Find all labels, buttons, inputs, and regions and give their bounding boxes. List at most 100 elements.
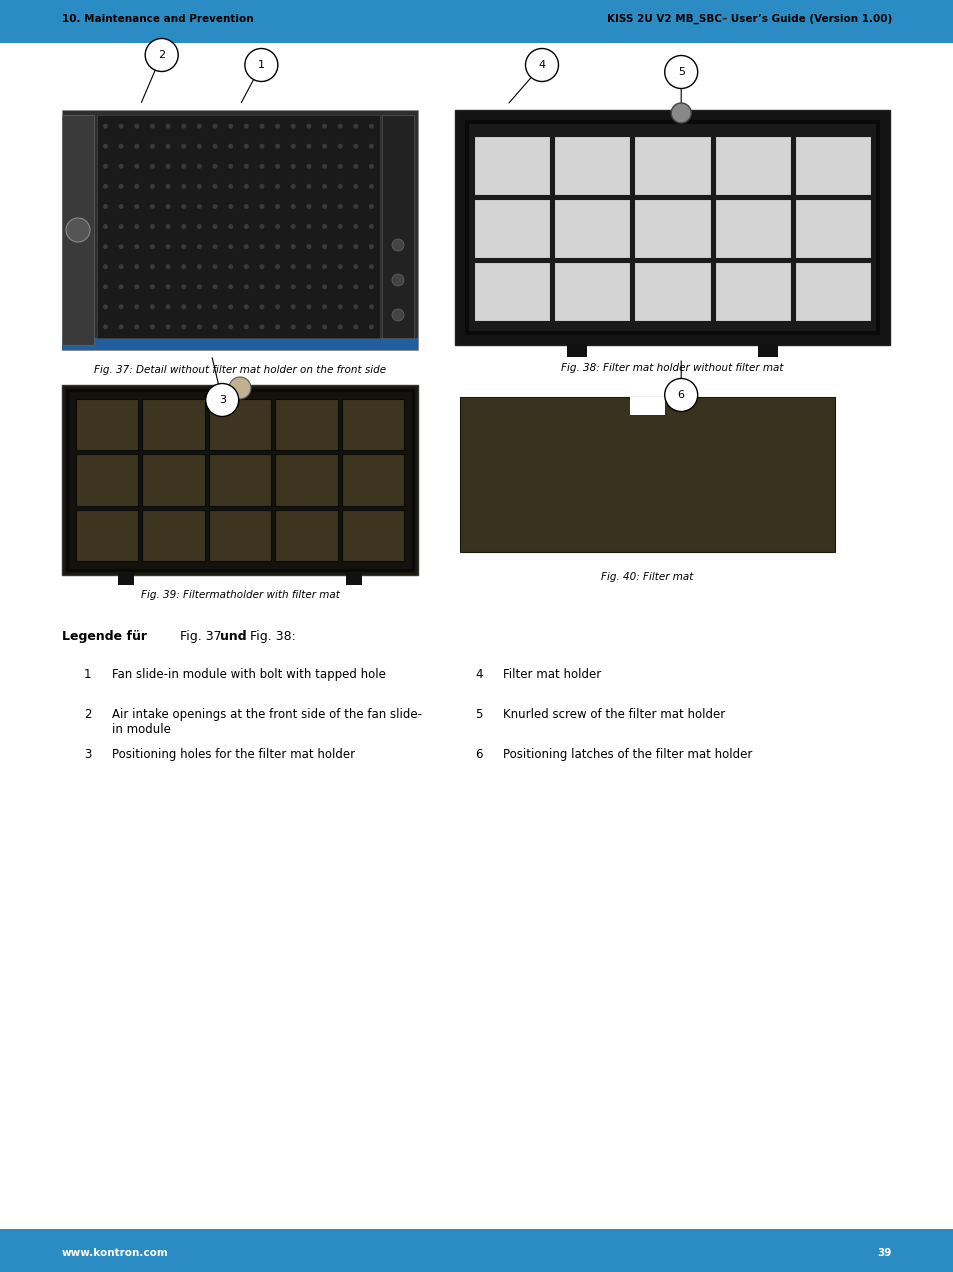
- Circle shape: [259, 244, 264, 249]
- Circle shape: [134, 284, 139, 289]
- Circle shape: [150, 123, 154, 128]
- Circle shape: [369, 265, 374, 270]
- Text: Fig. 37: Detail without filter mat holder on the front side: Fig. 37: Detail without filter mat holde…: [93, 365, 386, 375]
- Circle shape: [150, 204, 154, 209]
- Bar: [455, 385, 840, 560]
- Text: Fig. 38: Filter mat holder without filter mat: Fig. 38: Filter mat holder without filte…: [560, 363, 783, 373]
- Circle shape: [181, 284, 186, 289]
- Circle shape: [213, 224, 217, 229]
- FancyBboxPatch shape: [0, 1229, 953, 1272]
- Circle shape: [322, 324, 327, 329]
- Circle shape: [259, 204, 264, 209]
- Circle shape: [353, 204, 358, 209]
- Circle shape: [306, 244, 311, 249]
- Circle shape: [291, 123, 295, 128]
- Circle shape: [228, 244, 233, 249]
- Circle shape: [118, 265, 124, 270]
- Circle shape: [369, 304, 374, 309]
- Circle shape: [337, 123, 342, 128]
- Circle shape: [306, 123, 311, 128]
- Circle shape: [103, 284, 108, 289]
- Circle shape: [369, 284, 374, 289]
- Circle shape: [337, 244, 342, 249]
- Circle shape: [306, 184, 311, 188]
- Bar: [67, 391, 413, 570]
- Circle shape: [274, 224, 280, 229]
- Circle shape: [166, 224, 171, 229]
- Bar: [62, 385, 417, 575]
- Circle shape: [103, 224, 108, 229]
- Text: 2: 2: [84, 709, 91, 721]
- Circle shape: [118, 164, 124, 169]
- Circle shape: [134, 123, 139, 128]
- Text: 39: 39: [877, 1248, 891, 1258]
- Circle shape: [118, 304, 124, 309]
- Circle shape: [353, 244, 358, 249]
- Text: 10. Maintenance and Prevention: 10. Maintenance and Prevention: [62, 14, 253, 24]
- Text: 5: 5: [677, 67, 684, 78]
- Circle shape: [291, 244, 295, 249]
- Text: www.kontron.com: www.kontron.com: [62, 1248, 169, 1258]
- Circle shape: [118, 184, 124, 188]
- Circle shape: [166, 304, 171, 309]
- Circle shape: [369, 123, 374, 128]
- Text: Filter mat holder: Filter mat holder: [502, 668, 600, 681]
- Circle shape: [118, 284, 124, 289]
- Circle shape: [196, 244, 202, 249]
- Circle shape: [244, 304, 249, 309]
- Circle shape: [244, 184, 249, 188]
- Circle shape: [322, 123, 327, 128]
- Circle shape: [166, 164, 171, 169]
- Bar: [62, 338, 417, 350]
- Bar: [346, 572, 361, 585]
- Circle shape: [118, 204, 124, 209]
- Circle shape: [228, 164, 233, 169]
- Circle shape: [306, 265, 311, 270]
- Bar: [209, 399, 271, 450]
- Circle shape: [166, 324, 171, 329]
- Circle shape: [150, 144, 154, 149]
- Circle shape: [369, 324, 374, 329]
- Circle shape: [369, 184, 374, 188]
- Circle shape: [322, 144, 327, 149]
- Circle shape: [196, 265, 202, 270]
- Circle shape: [150, 224, 154, 229]
- Text: Knurled screw of the filter mat holder: Knurled screw of the filter mat holder: [502, 709, 724, 721]
- Circle shape: [337, 304, 342, 309]
- Circle shape: [134, 324, 139, 329]
- Text: Air intake openings at the front side of the fan slide-
in module: Air intake openings at the front side of…: [112, 709, 421, 736]
- Circle shape: [118, 244, 124, 249]
- Circle shape: [103, 123, 108, 128]
- Bar: [554, 198, 630, 258]
- Circle shape: [166, 184, 171, 188]
- Circle shape: [244, 123, 249, 128]
- Circle shape: [134, 204, 139, 209]
- Bar: [341, 454, 403, 506]
- Circle shape: [213, 324, 217, 329]
- Circle shape: [259, 144, 264, 149]
- Bar: [209, 454, 271, 506]
- Bar: [274, 454, 337, 506]
- Circle shape: [353, 304, 358, 309]
- Circle shape: [306, 144, 311, 149]
- Bar: [209, 510, 271, 561]
- Bar: [341, 399, 403, 450]
- Circle shape: [150, 244, 154, 249]
- Circle shape: [353, 224, 358, 229]
- Circle shape: [181, 324, 186, 329]
- Circle shape: [181, 123, 186, 128]
- Bar: [794, 198, 870, 258]
- Text: Fig. 38:: Fig. 38:: [250, 630, 295, 644]
- Circle shape: [181, 144, 186, 149]
- Circle shape: [134, 224, 139, 229]
- Circle shape: [213, 244, 217, 249]
- Circle shape: [150, 265, 154, 270]
- Bar: [554, 136, 630, 195]
- Text: Positioning latches of the filter mat holder: Positioning latches of the filter mat ho…: [502, 748, 752, 761]
- Circle shape: [337, 265, 342, 270]
- Circle shape: [369, 144, 374, 149]
- Circle shape: [274, 184, 280, 188]
- Circle shape: [664, 379, 697, 412]
- Text: 6: 6: [475, 748, 482, 761]
- Bar: [629, 397, 664, 415]
